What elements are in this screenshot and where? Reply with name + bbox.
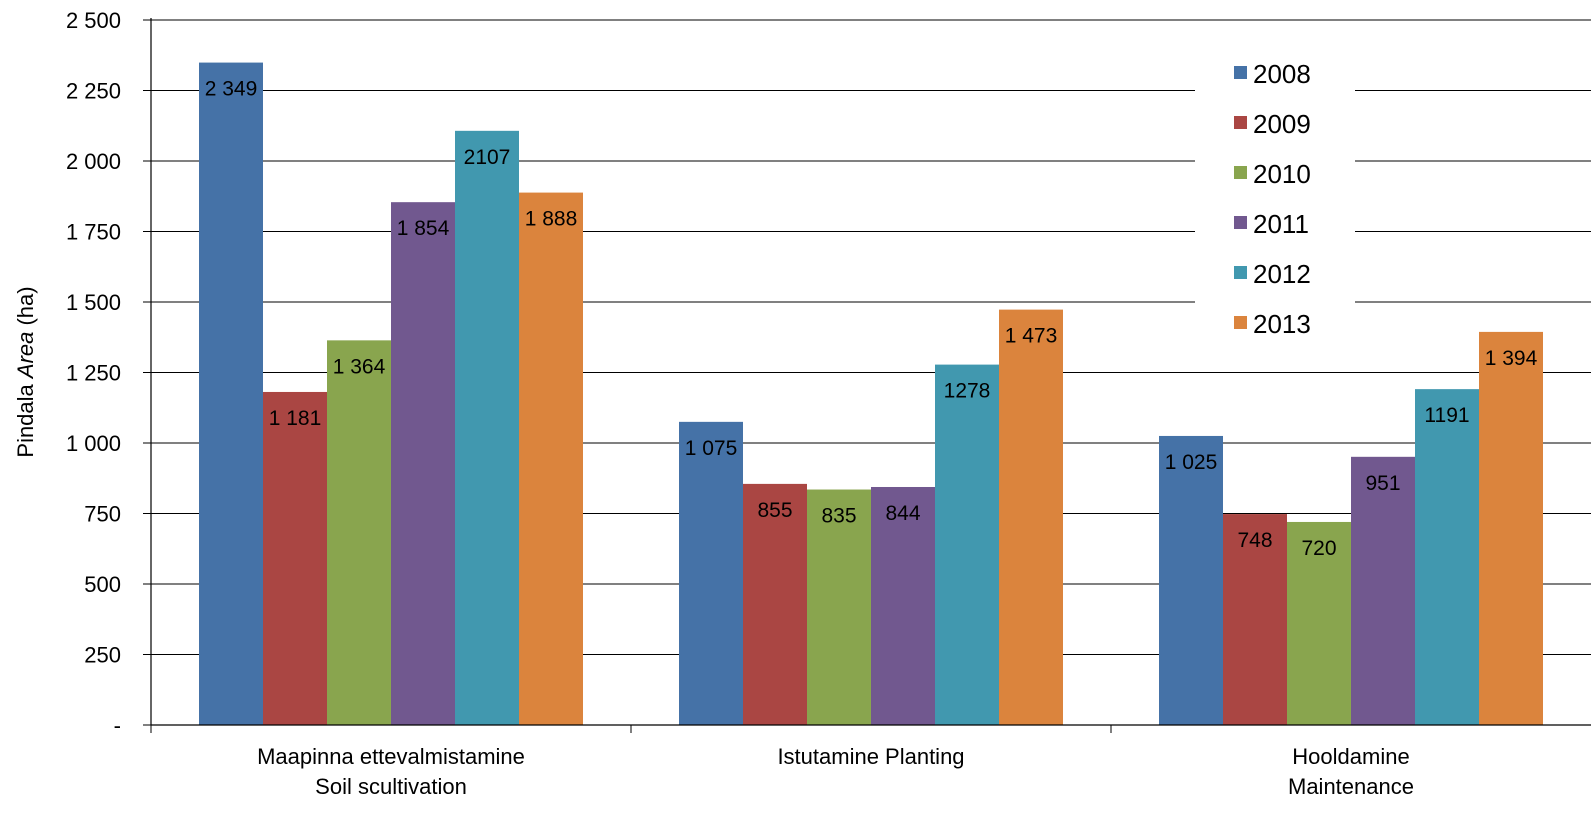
bar [1159, 435, 1223, 725]
data-label: 1191 [1424, 404, 1469, 427]
y-tick-label: 2 500 [66, 8, 121, 33]
data-label: 1 888 [525, 208, 578, 231]
y-tick-label: 1 500 [66, 290, 121, 315]
data-label: 1 854 [397, 217, 450, 240]
y-tick-label: 1 000 [66, 431, 121, 456]
bar [391, 202, 455, 725]
data-label: 748 [1237, 529, 1272, 552]
data-label: 844 [885, 502, 920, 525]
y-tick-label: 750 [84, 502, 121, 527]
axes: - 250 500 750 1 000 1 250 1 500 1 750 2 000 2 250… [13, 8, 1591, 799]
category-label: Hooldamine [1292, 744, 1409, 769]
data-label: 1278 [944, 380, 991, 403]
y-tick-label: 2 250 [66, 79, 121, 104]
legend-background [1195, 48, 1355, 348]
category-label: Istutamine Planting [777, 744, 964, 769]
data-label: 951 [1365, 472, 1400, 495]
legend-label: 2008 [1253, 59, 1311, 89]
bar [199, 62, 263, 725]
y-tick-label: 1 250 [66, 361, 121, 386]
legend-label: 2013 [1253, 309, 1311, 339]
legend-swatch [1234, 166, 1247, 179]
bar [679, 421, 743, 725]
y-tick-label: 1 750 [66, 220, 121, 245]
bar [1223, 514, 1287, 725]
data-label: 720 [1301, 537, 1336, 560]
data-label: 835 [821, 505, 856, 528]
bar [263, 391, 327, 725]
category-label: Soil scultivation [315, 774, 467, 799]
legend-swatch [1234, 66, 1247, 79]
bar [1415, 389, 1479, 725]
bar [935, 364, 999, 725]
data-label: 1 394 [1485, 347, 1538, 370]
data-label: 855 [757, 499, 792, 522]
legend-swatch [1234, 266, 1247, 279]
legend-label: 2010 [1253, 159, 1311, 189]
legend-label: 2009 [1253, 109, 1311, 139]
legend-label: 2011 [1253, 209, 1309, 239]
bar [807, 489, 871, 725]
bar [1351, 456, 1415, 725]
bar [743, 483, 807, 725]
bar [999, 309, 1063, 725]
y-axis-title: Pindala Area (ha) [13, 286, 38, 457]
data-label: 1 473 [1005, 325, 1058, 348]
bar [1479, 331, 1543, 725]
bar [1287, 521, 1351, 725]
data-label: 1 025 [1165, 451, 1218, 474]
legend: 2008 2009 2010 2011 2012 2013 [1195, 48, 1355, 348]
data-labels: 2 349 1 075 1 025 1 181 855 748 1 364 835 720 1 8… [205, 78, 1538, 560]
legend-swatch [1234, 216, 1247, 229]
legend-swatch [1234, 116, 1247, 129]
data-label: 2107 [464, 146, 511, 169]
bar [455, 130, 519, 726]
data-label: 2 349 [205, 78, 258, 101]
legend-swatch [1234, 316, 1247, 329]
bar [519, 192, 583, 726]
bars [199, 62, 1543, 726]
y-tick-label: 250 [84, 643, 121, 668]
data-label: 1 364 [333, 355, 386, 378]
bar [871, 486, 935, 725]
data-label: 1 181 [269, 407, 322, 430]
y-tick-label: - [114, 713, 121, 738]
category-label: Maintenance [1288, 774, 1414, 799]
y-tick-label: 2 000 [66, 149, 121, 174]
category-label: Maapinna ettevalmistamine [257, 744, 525, 769]
legend-label: 2012 [1253, 259, 1311, 289]
data-label: 1 075 [685, 437, 738, 460]
bar [327, 340, 391, 725]
y-tick-label: 500 [84, 572, 121, 597]
